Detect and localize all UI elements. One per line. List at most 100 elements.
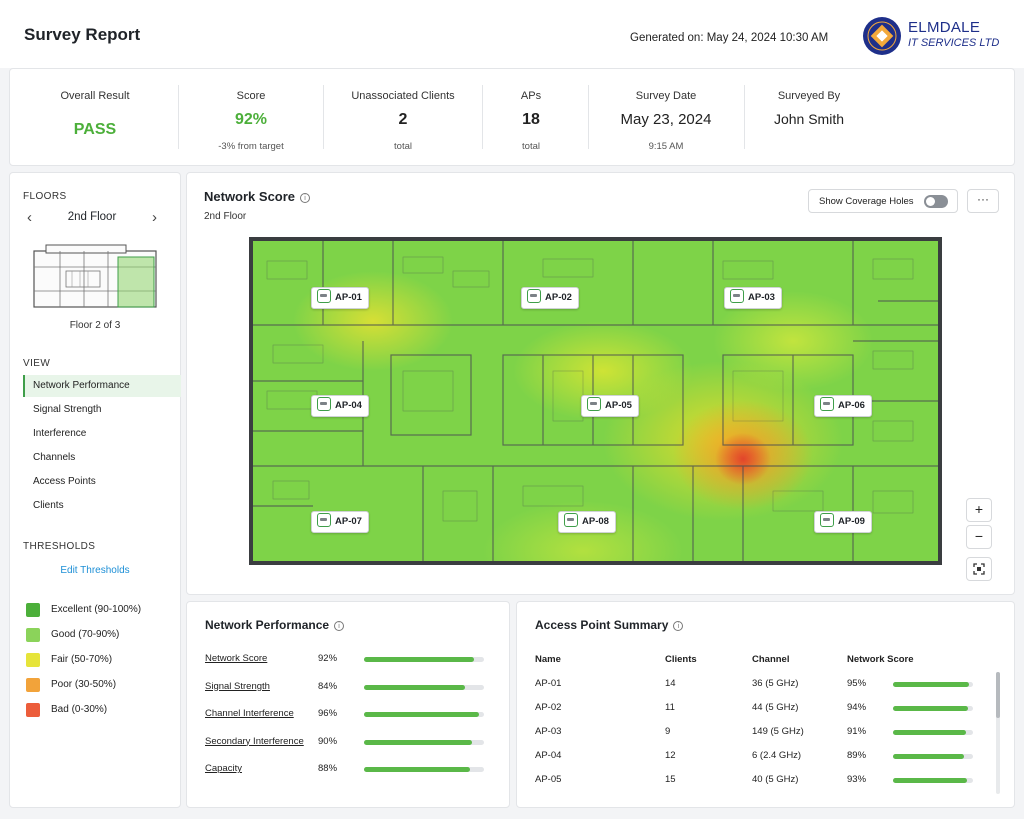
overall-result-value: PASS xyxy=(73,121,117,138)
view-item[interactable]: Channels xyxy=(33,452,76,463)
ap-marker[interactable]: AP-01 xyxy=(311,287,369,309)
view-item[interactable]: Network Performance xyxy=(23,375,181,397)
stat-label: Overall Result xyxy=(60,90,130,102)
coverage-holes-toggle[interactable]: Show Coverage Holes xyxy=(808,189,958,213)
zoom-in-button[interactable]: + xyxy=(966,498,992,522)
ap-label: AP-09 xyxy=(838,516,865,527)
clients-cell: 9 xyxy=(665,726,671,737)
info-icon[interactable]: i xyxy=(673,621,684,631)
channel-cell: 36 (5 GHz) xyxy=(752,678,799,689)
more-options-button[interactable]: ··· xyxy=(967,189,999,213)
view-item[interactable]: Interference xyxy=(33,428,87,439)
legend-label: Good (70-90%) xyxy=(51,629,120,640)
info-icon[interactable]: i xyxy=(334,621,345,631)
clients-cell: 15 xyxy=(665,774,676,785)
metric-row: Channel Interference 96% xyxy=(205,708,495,722)
report-header: Survey Report Generated on: May 24, 2024… xyxy=(0,0,1024,68)
channel-cell: 40 (5 GHz) xyxy=(752,774,799,785)
column-header-clients[interactable]: Clients xyxy=(665,654,697,665)
view-item[interactable]: Access Points xyxy=(33,476,96,487)
metric-link[interactable]: Network Score xyxy=(205,653,268,664)
info-icon[interactable]: i xyxy=(300,193,311,203)
ap-marker[interactable]: AP-04 xyxy=(311,395,369,417)
table-row[interactable]: AP-02 11 44 (5 GHz) 94% xyxy=(517,702,997,716)
metric-link[interactable]: Signal Strength xyxy=(205,680,270,692)
floor-plan-heatmap[interactable]: AP-01 AP-02 AP-03 AP-04 AP-05 AP-06 AP-0… xyxy=(249,237,942,565)
divider xyxy=(323,85,324,149)
view-item[interactable]: Clients xyxy=(33,500,64,511)
ap-marker[interactable]: AP-07 xyxy=(311,511,369,533)
column-header-channel[interactable]: Channel xyxy=(752,654,790,665)
survey-date-stat: Survey Date May 23, 2024 9:15 AM xyxy=(588,69,744,165)
table-row[interactable]: AP-05 15 40 (5 GHz) 93% xyxy=(517,774,997,788)
metric-value: 84% xyxy=(318,680,338,692)
table-scrollbar[interactable] xyxy=(996,672,1000,794)
channel-cell: 6 (2.4 GHz) xyxy=(752,750,802,761)
access-point-icon xyxy=(527,289,541,303)
survey-date-value: May 23, 2024 xyxy=(620,111,712,128)
access-point-summary-card: Access Point Summary i Name Clients Chann… xyxy=(516,601,1015,808)
ap-marker[interactable]: AP-09 xyxy=(814,511,872,533)
clients-stat: Unassociated Clients 2 total xyxy=(323,69,483,165)
divider xyxy=(178,85,179,149)
floor-thumbnail[interactable] xyxy=(32,243,158,313)
ap-marker[interactable]: AP-02 xyxy=(521,287,579,309)
chevron-left-icon[interactable]: ‹ xyxy=(27,209,32,226)
metric-link[interactable]: Secondary Interference xyxy=(205,735,304,747)
clients-cell: 11 xyxy=(665,702,675,713)
ap-marker[interactable]: AP-08 xyxy=(558,511,616,533)
zoom-out-button[interactable]: − xyxy=(966,525,992,549)
stat-label: Score xyxy=(236,90,266,102)
table-row[interactable]: AP-03 9 149 (5 GHz) 91% xyxy=(517,726,997,740)
ap-label: AP-01 xyxy=(335,292,362,303)
summary-card: Overall Result PASS Score 92% -3% from t… xyxy=(9,68,1015,166)
map-floor-label: 2nd Floor xyxy=(204,211,247,222)
metric-row: Network Score 92% xyxy=(205,653,495,667)
table-row[interactable]: AP-04 12 6 (2.4 GHz) 89% xyxy=(517,750,997,764)
metric-link[interactable]: Channel Interference xyxy=(205,708,294,719)
ap-marker[interactable]: AP-03 xyxy=(724,287,782,309)
metric-bar-fill xyxy=(364,739,472,745)
chevron-right-icon[interactable]: › xyxy=(152,209,157,226)
scrollbar-thumb[interactable] xyxy=(996,672,1000,718)
panel-title-text: Access Point Summary xyxy=(535,618,669,632)
map-title: Network Score i xyxy=(204,189,311,204)
brand-name: ELMDALE xyxy=(908,19,981,36)
metric-value: 96% xyxy=(318,708,338,719)
column-header-name[interactable]: Name xyxy=(535,654,561,665)
ap-name-cell: AP-02 xyxy=(535,702,562,713)
ap-marker[interactable]: AP-06 xyxy=(814,395,872,417)
floors-label: FLOORS xyxy=(23,191,67,202)
legend-label: Bad (0-30%) xyxy=(51,704,108,715)
edit-thresholds-link[interactable]: Edit Thresholds xyxy=(60,565,130,576)
page-title: Survey Report xyxy=(24,25,141,44)
surveyed-by-stat: Surveyed By John Smith xyxy=(744,69,874,165)
access-point-icon xyxy=(587,397,601,411)
aps-stat: APs 18 total xyxy=(482,69,580,165)
metric-bar xyxy=(364,657,484,662)
score-bar xyxy=(893,778,973,783)
table-row[interactable]: AP-01 14 36 (5 GHz) 95% xyxy=(517,678,997,692)
aps-value: 18 xyxy=(522,111,540,128)
score-bar xyxy=(893,706,973,711)
ap-marker[interactable]: AP-05 xyxy=(581,395,639,417)
metric-bar xyxy=(364,767,484,772)
metric-bar xyxy=(364,712,484,717)
metric-link[interactable]: Capacity xyxy=(205,763,242,774)
metric-bar xyxy=(364,684,484,690)
network-performance-card: Network Performance i Network Score 92% Sig… xyxy=(186,601,510,808)
stat-label: Survey Date xyxy=(635,90,697,102)
column-header-network-score[interactable]: Network Score xyxy=(847,654,914,665)
metric-bar-fill xyxy=(364,712,480,717)
legend-label: Fair (50-70%) xyxy=(51,654,113,665)
metric-bar-fill xyxy=(364,657,475,662)
score-bar xyxy=(893,754,973,759)
view-item[interactable]: Signal Strength xyxy=(33,404,102,415)
score-bar xyxy=(893,730,973,735)
survey-time: 9:15 AM xyxy=(648,141,684,152)
fit-to-screen-button[interactable] xyxy=(966,557,992,581)
toggle-switch[interactable] xyxy=(924,195,948,208)
surveyor-name: John Smith xyxy=(773,111,845,127)
company-logo-icon xyxy=(863,17,901,55)
score-bar-fill xyxy=(893,730,966,735)
